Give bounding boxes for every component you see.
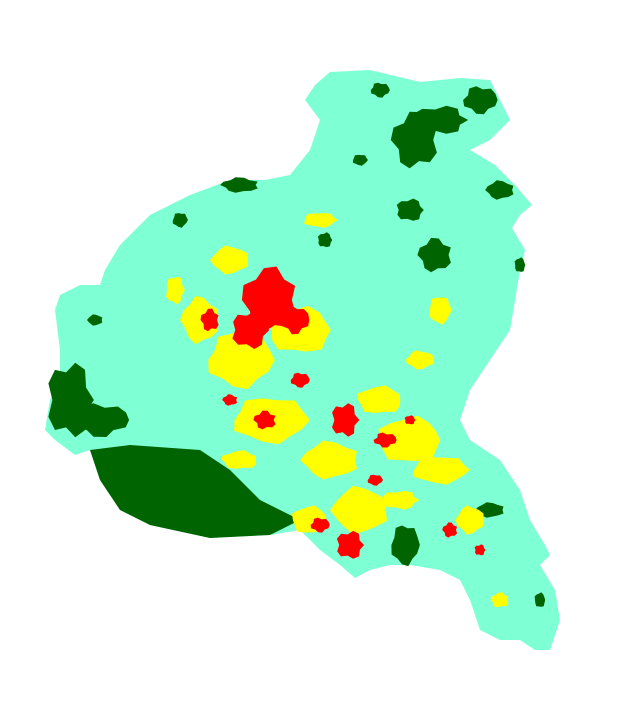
red-class-layer bbox=[200, 266, 486, 559]
red-patch bbox=[310, 517, 330, 533]
red-patch bbox=[367, 474, 383, 486]
yellow-patch bbox=[382, 491, 420, 510]
dark-green-patch bbox=[370, 82, 390, 98]
yellow-patch bbox=[330, 485, 387, 535]
red-patch bbox=[222, 394, 238, 406]
yellow-patch bbox=[429, 297, 452, 325]
yellow-patch bbox=[166, 276, 185, 305]
yellow-patch bbox=[210, 245, 248, 275]
red-patch bbox=[336, 530, 365, 559]
dark-green-patch bbox=[391, 525, 420, 567]
yellow-patch bbox=[413, 457, 470, 485]
red-patch bbox=[200, 308, 219, 332]
yellow-patch bbox=[378, 415, 441, 462]
red-patch bbox=[332, 403, 360, 437]
dark-green-patch bbox=[485, 180, 514, 200]
study-area-boundary bbox=[45, 70, 560, 650]
dark-green-patch bbox=[514, 257, 526, 272]
dark-green-patch bbox=[534, 592, 546, 607]
red-patch bbox=[373, 432, 397, 448]
dark-green-patch bbox=[417, 237, 451, 273]
yellow-patch bbox=[222, 450, 257, 469]
yellow-patch bbox=[208, 333, 275, 390]
red-patch bbox=[290, 372, 310, 388]
yellow-patch bbox=[455, 505, 484, 535]
dark-green-area bbox=[90, 445, 300, 538]
red-patch bbox=[442, 522, 458, 538]
red-patch bbox=[474, 544, 486, 556]
dark-green-patch bbox=[220, 177, 258, 193]
dark-green-patch bbox=[463, 86, 498, 115]
red-patch bbox=[404, 415, 416, 425]
dark-green-patch bbox=[71, 403, 130, 437]
yellow-patch bbox=[405, 350, 434, 370]
dark-green-patch bbox=[87, 314, 103, 326]
dark-green-patch bbox=[172, 213, 188, 228]
dark-green-class-layer bbox=[48, 82, 546, 607]
yellow-patch bbox=[303, 213, 338, 228]
yellow-patch bbox=[180, 295, 218, 345]
region-base-layer bbox=[45, 70, 560, 650]
yellow-patch bbox=[490, 592, 509, 608]
dark-green-patch bbox=[352, 154, 368, 166]
red-patch bbox=[253, 410, 276, 430]
red-patch bbox=[232, 311, 270, 349]
yellow-patch bbox=[300, 440, 357, 480]
dark-green-patch bbox=[396, 198, 424, 221]
yellow-patch bbox=[357, 385, 401, 413]
dark-green-patch bbox=[413, 105, 469, 134]
dark-green-patch bbox=[317, 232, 333, 248]
red-patch bbox=[280, 305, 310, 335]
